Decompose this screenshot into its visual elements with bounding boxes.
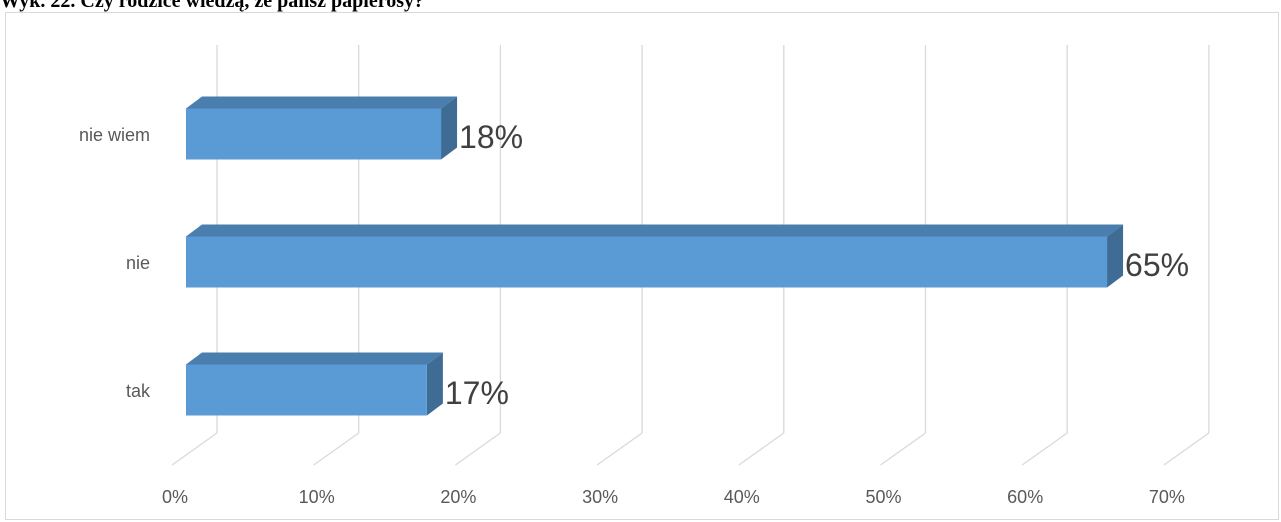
- category-label: tak: [126, 381, 151, 401]
- bar-top-face: [186, 224, 1124, 237]
- x-tick-label: 30%: [582, 487, 618, 507]
- bar: [186, 108, 442, 160]
- bar-side-face: [441, 96, 458, 160]
- gridline-floor: [1163, 432, 1210, 466]
- bar-top-face: [186, 352, 443, 365]
- bar-top-face: [186, 96, 458, 109]
- data-label: 18%: [459, 119, 523, 155]
- gridline-floor: [880, 432, 926, 466]
- bar: [186, 364, 427, 416]
- page-title: Wyk. 22. Czy rodzice wiedzą, że palisz p…: [0, 0, 425, 12]
- bar-side-face: [1107, 224, 1124, 288]
- category-label: nie wiem: [79, 125, 150, 145]
- gridline-floor: [1021, 432, 1068, 466]
- x-tick-label: 60%: [1007, 487, 1043, 507]
- bar: [186, 236, 1108, 288]
- x-tick-label: 40%: [724, 487, 760, 507]
- x-tick-label: 70%: [1149, 487, 1185, 507]
- x-tick-label: 0%: [162, 487, 188, 507]
- x-tick-label: 10%: [299, 487, 335, 507]
- gridline-floor: [171, 432, 218, 466]
- data-label: 17%: [445, 375, 509, 411]
- gridline-floor: [313, 432, 360, 466]
- gridline-floor: [596, 432, 643, 466]
- chart-frame: [5, 12, 1279, 520]
- gridline-floor: [738, 432, 785, 466]
- category-label: nie: [126, 253, 150, 273]
- x-tick-label: 50%: [865, 487, 901, 507]
- bar-side-face: [426, 352, 443, 416]
- gridline-floor: [455, 432, 501, 466]
- data-label: 65%: [1125, 247, 1189, 283]
- x-tick-label: 20%: [440, 487, 476, 507]
